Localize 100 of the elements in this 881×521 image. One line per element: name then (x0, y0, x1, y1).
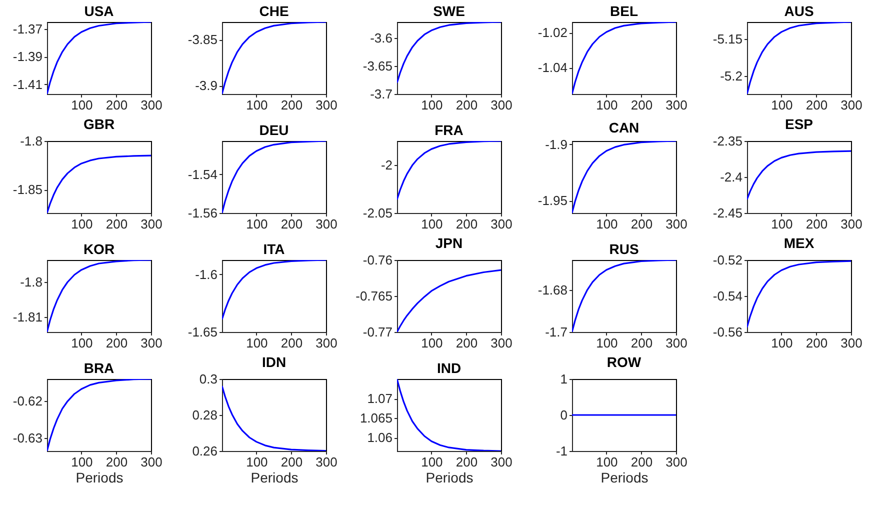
y-tick-label: 0.26 (192, 444, 218, 458)
x-tick-label: 200 (280, 336, 303, 350)
y-tick-label: -1.39 (12, 49, 42, 64)
x-tick-label: 100 (246, 98, 268, 112)
x-tick-label: 200 (106, 98, 128, 112)
y-tick-label: -0.56 (712, 324, 742, 340)
chart-title: BRA (84, 360, 114, 376)
line-series (747, 150, 851, 200)
y-tick-label: -3.9 (195, 78, 218, 94)
y-tick-label: -1.65 (188, 324, 218, 340)
x-tick-label: 100 (771, 216, 793, 232)
y-tick-label: -2 (380, 158, 392, 172)
y-tick-label: -3.65 (362, 58, 392, 74)
chart-title: KOR (83, 241, 115, 257)
chart-title: FRA (434, 122, 464, 138)
x-tick-label: 100 (421, 454, 443, 470)
y-tick-label: -5.15 (712, 32, 742, 47)
y-tick-label: -1.9 (545, 136, 568, 152)
y-tick-label: -2.45 (712, 206, 742, 220)
y-tick-label: -1.85 (12, 182, 42, 198)
y-tick-label: 1 (560, 372, 568, 386)
y-tick-label: -0.54 (712, 288, 742, 304)
y-tick-label: -2.35 (712, 134, 742, 148)
x-tick-label: 300 (666, 336, 688, 350)
y-tick-label: -1.6 (195, 266, 218, 282)
y-tick-label: 1.07 (367, 391, 392, 406)
x-tick-label: 100 (421, 216, 443, 232)
x-tick-label: 100 (71, 98, 93, 112)
x-tick-label: 100 (246, 454, 268, 470)
y-tick-label: -1.81 (12, 310, 42, 325)
x-tick-label: 300 (316, 336, 338, 350)
x-tick-label: 300 (666, 454, 688, 470)
x-tick-label: 200 (106, 336, 128, 350)
y-tick-label: -1.56 (188, 206, 218, 220)
y-tick-label: -1.37 (12, 21, 42, 36)
x-tick-label: 100 (421, 98, 443, 112)
y-tick-label: 0.3 (199, 372, 218, 386)
line-series (572, 260, 676, 332)
line-series (397, 379, 501, 451)
line-series (747, 22, 851, 94)
x-tick-label: 300 (490, 216, 512, 232)
x-tick-label: 100 (71, 336, 93, 350)
y-tick-label: -1.54 (188, 166, 218, 182)
line-series (747, 260, 851, 328)
y-tick-label: 1.065 (360, 410, 392, 426)
chart-title: RUS (609, 241, 639, 257)
line-series (397, 22, 501, 84)
x-tick-label: 300 (666, 216, 688, 232)
y-tick-label: -0.765 (356, 288, 392, 304)
x-tick-label: 200 (456, 98, 478, 112)
chart-title: IDN (262, 354, 286, 370)
x-tick-label: 300 (316, 216, 338, 232)
y-tick-label: 1.06 (367, 430, 392, 446)
x-tick-label: 200 (806, 98, 828, 112)
x-tick-label: 100 (71, 216, 93, 232)
x-axis-title: Periods (426, 470, 474, 486)
x-tick-label: 300 (666, 98, 688, 112)
x-tick-label: 300 (490, 98, 512, 112)
x-tick-label: 300 (490, 336, 512, 350)
y-tick-label: 0.28 (192, 408, 218, 422)
line-series (397, 141, 501, 200)
x-axis-title: Periods (250, 470, 298, 486)
x-tick-label: 300 (490, 454, 512, 470)
x-tick-label: 100 (246, 216, 268, 232)
y-tick-label: -0.63 (12, 430, 42, 446)
y-tick-label: -3.7 (370, 86, 392, 102)
y-tick-label: -1.8 (20, 274, 42, 290)
line-series (222, 22, 326, 94)
line-series (572, 22, 676, 94)
x-axis-title: Periods (600, 470, 648, 486)
x-tick-label: 200 (106, 454, 128, 470)
x-tick-label: 200 (280, 98, 303, 112)
y-tick-label: -2.4 (720, 170, 742, 184)
y-tick-label: -0.62 (12, 393, 42, 408)
x-tick-label: 200 (630, 216, 653, 232)
x-tick-label: 200 (806, 216, 828, 232)
x-tick-label: 100 (771, 98, 793, 112)
x-tick-label: 100 (596, 216, 618, 232)
line-series (222, 141, 326, 213)
chart-title: MEX (784, 235, 815, 251)
y-tick-label: -1.04 (538, 60, 568, 76)
y-tick-label: -3.6 (370, 30, 392, 46)
chart-title: CAN (608, 119, 640, 136)
x-tick-label: 200 (456, 336, 478, 350)
y-tick-label: -1.41 (12, 76, 42, 92)
y-tick-label: -1 (556, 444, 568, 458)
x-tick-label: 300 (840, 336, 862, 350)
x-tick-label: 200 (630, 336, 653, 350)
y-tick-label: -1.68 (538, 282, 568, 298)
x-tick-label: 300 (316, 454, 338, 470)
chart-title: DEU (259, 122, 289, 138)
x-tick-label: 100 (596, 98, 618, 112)
x-tick-label: 100 (71, 454, 93, 470)
y-tick-label: -1.95 (538, 193, 568, 208)
x-tick-label: 300 (140, 336, 162, 350)
line-series (47, 260, 151, 332)
y-tick-label: -3.85 (188, 32, 218, 48)
chart-title: BEL (610, 3, 638, 19)
chart-title: GBR (83, 116, 115, 132)
x-tick-label: 200 (280, 454, 303, 470)
